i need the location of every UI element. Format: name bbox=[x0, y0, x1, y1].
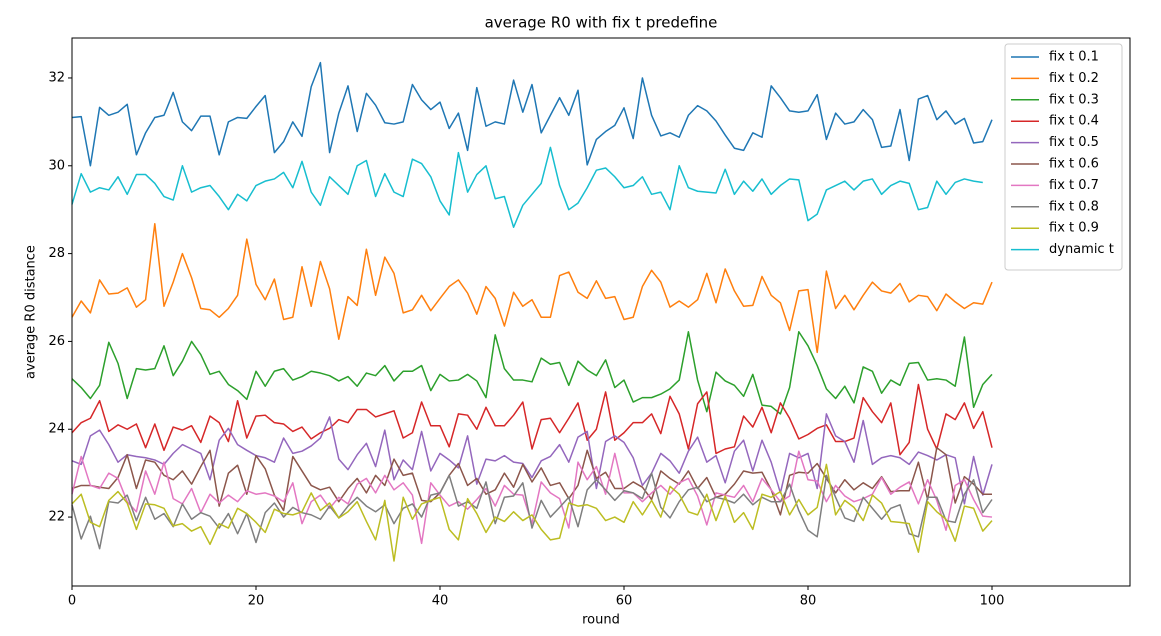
legend-label: fix t 0.5 bbox=[1049, 135, 1099, 150]
y-tick-label: 30 bbox=[48, 158, 65, 173]
legend-label: fix t 0.7 bbox=[1049, 178, 1099, 193]
line-series bbox=[71, 446, 992, 516]
y-axis-label: average R0 distance bbox=[24, 245, 39, 379]
y-tick-label: 28 bbox=[48, 246, 65, 261]
line-series bbox=[71, 413, 993, 505]
line-series bbox=[71, 222, 993, 354]
line-series bbox=[71, 61, 993, 167]
chart-title: average R0 with fix t predefine bbox=[485, 14, 718, 32]
legend-label: fix t 0.8 bbox=[1049, 199, 1099, 214]
legend-label: fix t 0.2 bbox=[1049, 71, 1099, 86]
x-tick-label: 0 bbox=[68, 594, 76, 609]
y-tick-label: 24 bbox=[48, 422, 65, 437]
line-series bbox=[71, 450, 993, 545]
x-axis-label: round bbox=[582, 613, 620, 628]
plot-frame bbox=[71, 37, 1131, 587]
line-series bbox=[71, 331, 993, 415]
x-tick-label: 100 bbox=[980, 594, 1005, 609]
legend-label: dynamic t bbox=[1049, 242, 1114, 257]
legend-label: fix t 0.6 bbox=[1049, 157, 1099, 172]
line-series bbox=[71, 463, 993, 562]
x-tick-label: 60 bbox=[616, 594, 633, 609]
y-tick-label: 22 bbox=[48, 510, 65, 525]
line-series bbox=[71, 383, 993, 456]
line-series bbox=[71, 472, 993, 550]
y-tick-label: 32 bbox=[48, 70, 65, 85]
legend-label: fix t 0.9 bbox=[1049, 221, 1099, 236]
y-tick-label: 26 bbox=[48, 334, 65, 349]
legend-label: fix t 0.4 bbox=[1049, 114, 1099, 129]
x-tick-label: 40 bbox=[432, 594, 449, 609]
x-tick-label: 20 bbox=[248, 594, 265, 609]
x-tick-label: 80 bbox=[800, 594, 817, 609]
legend-label: fix t 0.3 bbox=[1049, 92, 1099, 107]
line-series bbox=[71, 146, 983, 228]
legend-label: fix t 0.1 bbox=[1049, 50, 1099, 65]
